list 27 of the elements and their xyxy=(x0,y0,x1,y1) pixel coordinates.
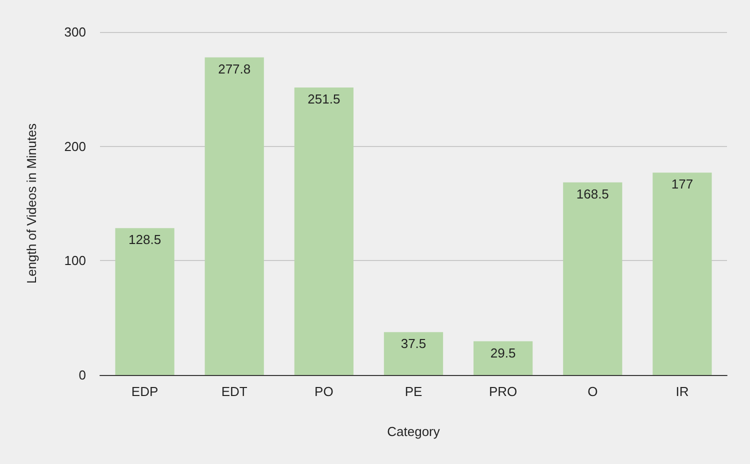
y-axis-title: Length of Videos in Minutes xyxy=(24,122,39,284)
x-tick-label: PRO xyxy=(488,384,518,399)
bar xyxy=(563,182,622,375)
y-tick-label: 0 xyxy=(78,368,86,382)
data-label: 251.5 xyxy=(308,91,340,106)
x-tick-label: EDT xyxy=(221,384,248,399)
x-tick-label: PO xyxy=(314,384,334,399)
bar xyxy=(474,341,533,375)
bar xyxy=(384,332,444,375)
y-tick-label: 200 xyxy=(64,138,86,154)
data-label: 177 xyxy=(671,176,694,192)
x-tick-label: O xyxy=(588,384,598,399)
bar xyxy=(115,228,174,375)
data-label: 277.8 xyxy=(218,61,251,76)
bar xyxy=(294,87,354,375)
data-label: 29.5 xyxy=(490,345,516,360)
bar xyxy=(652,172,712,375)
data-label: 37.5 xyxy=(400,336,426,352)
data-label: 168.5 xyxy=(576,186,609,202)
bar xyxy=(204,57,264,375)
y-tick-label: 100 xyxy=(64,253,86,268)
y-tick-label: 300 xyxy=(64,24,86,40)
data-label: 128.5 xyxy=(128,232,162,248)
x-tick-label: IR xyxy=(676,384,689,399)
x-axis-title: Category xyxy=(387,424,440,439)
x-tick-label: PE xyxy=(404,384,422,399)
x-tick-label: EDP xyxy=(131,384,158,399)
